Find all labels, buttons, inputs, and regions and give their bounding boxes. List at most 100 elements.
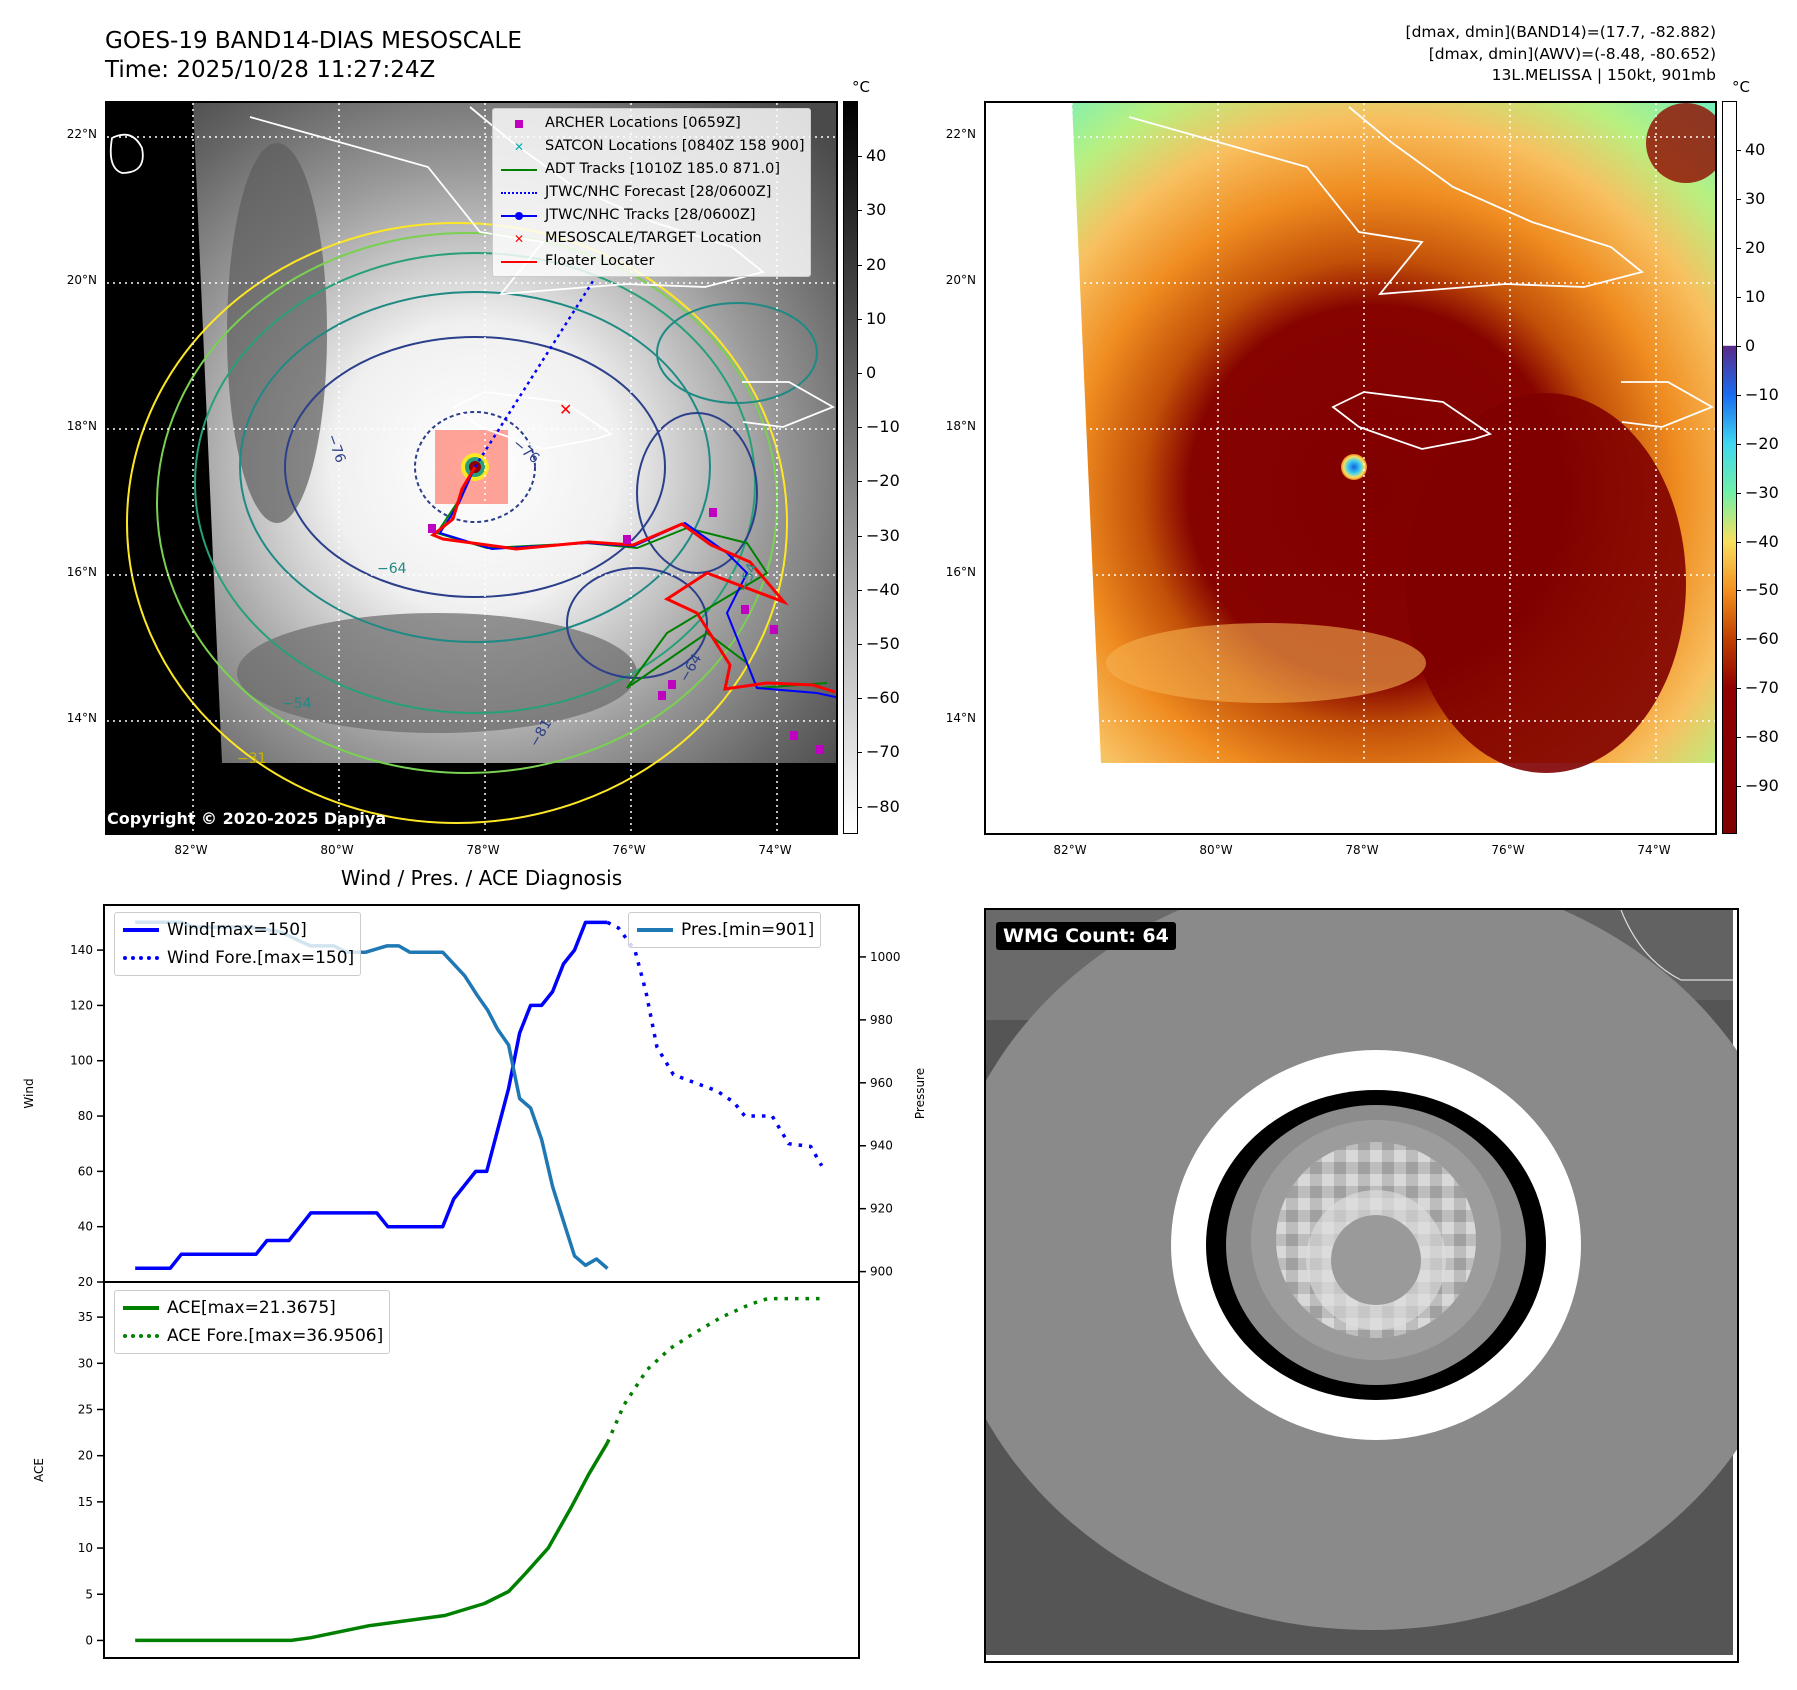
lon-label: 80°W (1199, 843, 1233, 857)
tick-label: 960 (870, 1076, 893, 1090)
wind-fore-legend-label: Wind Fore.[max=150] (167, 948, 355, 968)
ir-contour-map: ✕ −76 −76 −64 −54 −81 −64 −54 −31 ARCHER… (105, 101, 838, 835)
color-ir-map (984, 101, 1717, 835)
series-aceline (135, 1441, 610, 1643)
lon-label: 78°W (1345, 843, 1379, 857)
lat-label: 14°N (66, 711, 97, 725)
lon-label: 74°W (1637, 843, 1671, 857)
tick-label: 25 (78, 1402, 93, 1416)
lat-label: 14°N (945, 711, 976, 725)
colorbar-tick-label: −20 (1736, 433, 1779, 453)
tick-label: 80 (78, 1109, 93, 1123)
ace-legend-label: ACE[max=21.3675] (167, 1298, 336, 1318)
lat-label: 22°N (66, 127, 97, 141)
colorbar-tick-label: −40 (857, 579, 900, 599)
tick-label: 920 (870, 1202, 893, 1216)
target-marker: ✕ (559, 400, 572, 419)
lon-label: 76°W (612, 843, 646, 857)
floater-track (430, 466, 836, 694)
timestamp: Time: 2025/10/28 11:27:24Z (105, 57, 436, 83)
colorbar-tick-label: −40 (1736, 531, 1779, 551)
series-windline (135, 920, 608, 1270)
ace-fore-legend-label: ACE Fore.[max=36.9506] (167, 1326, 384, 1346)
pressure-axis-label: Pressure (913, 1068, 927, 1119)
tick-label: 60 (78, 1164, 93, 1178)
wmg-count-badge: WMG Count: 64 (996, 922, 1176, 950)
lat-label: 20°N (945, 273, 976, 287)
legend-adt: ADT Tracks [1010Z 185.0 871.0] (499, 158, 804, 181)
tick-label: 15 (78, 1495, 93, 1509)
colorbar-tick-label: −80 (1736, 727, 1779, 747)
grid-lines (107, 103, 836, 833)
tick-label: 35 (78, 1310, 93, 1324)
colorbar-tick-label: −50 (857, 634, 900, 654)
x-marker-icon: ✕ (513, 231, 525, 246)
pres-legend: Pres.[min=901] (628, 912, 822, 948)
dotted-line-icon (121, 1329, 161, 1343)
colorbar-tick-label: −90 (1736, 776, 1779, 796)
storm-eye (1341, 454, 1367, 480)
band14-range: [dmax, dmin](BAND14)=(17.7, -82.882) (1405, 23, 1716, 41)
color-colorbar (1722, 101, 1737, 834)
forecast-track (473, 277, 597, 468)
colorbar-tick-label: 20 (856, 254, 887, 274)
solid-line-icon (121, 923, 161, 937)
tick-label: 1000 (870, 950, 901, 964)
lon-label: 76°W (1491, 843, 1525, 857)
diagnosis-title: Wind / Pres. / ACE Diagnosis (340, 866, 623, 890)
line-dot-icon (499, 209, 539, 223)
lat-label: 18°N (945, 419, 976, 433)
lat-label: 20°N (66, 273, 97, 287)
archer-markers (428, 508, 824, 754)
lat-label: 16°N (66, 565, 97, 579)
contour-label: −31 (237, 751, 267, 767)
tick-label: 5 (85, 1587, 93, 1601)
diagnosis-chart: 20 40 60 80 100 120 140 900 920 940 960 980 1000 0 5 10… (22, 904, 927, 1659)
awv-range: [dmax, dmin](AWV)=(-8.48, -80.652) (1428, 44, 1716, 63)
lon-label: 74°W (758, 843, 792, 857)
colorbar-tick-label: 10 (1735, 287, 1766, 307)
legend-archer: ARCHER Locations [0659Z] (499, 112, 804, 135)
coastlines (1128, 106, 1715, 450)
line-icon (499, 255, 539, 269)
colorbar-tick-label: −70 (857, 742, 900, 762)
solid-line-icon (635, 923, 675, 937)
wind-legend: Wind[max=150] Wind Fore.[max=150] (114, 912, 362, 976)
tick-label: 30 (78, 1356, 93, 1370)
colorbar-tick-label: −10 (857, 417, 900, 437)
colorbar-tick-label: −50 (1736, 580, 1779, 600)
colorbar-tick-label: 40 (1735, 140, 1766, 160)
colorbar-tick-label: −70 (1736, 678, 1779, 698)
legend-satcon: ✕ SATCON Locations [0840Z 158 900] (499, 135, 805, 158)
tick-label: 20 (78, 1275, 93, 1289)
storm-info: [dmax, dmin](BAND14)=(17.7, -82.882) [dm… (1406, 22, 1716, 87)
tick-label: 20 (78, 1449, 93, 1463)
solid-line-icon (121, 1301, 161, 1315)
figure-title: GOES-19 BAND14-DIAS MESOSCALE Time: 2025… (105, 27, 522, 85)
lon-label: 80°W (320, 843, 354, 857)
map-legend: ARCHER Locations [0659Z] ✕ SATCON Locatio… (492, 108, 812, 277)
copyright: Copyright © 2020-2025 Dapiya (107, 809, 387, 828)
tick-label: 0 (85, 1633, 93, 1647)
tick-label: 120 (70, 998, 93, 1012)
pres-legend-label: Pres.[min=901] (681, 920, 815, 940)
x-marker-icon: ✕ (513, 139, 525, 154)
tick-label: 40 (78, 1220, 93, 1234)
colorbar-tick-label: −60 (857, 688, 900, 708)
colorbar-tick-label: 0 (856, 363, 877, 383)
colorbar-tick-label: −30 (857, 525, 900, 545)
colorbar-tick-label: −20 (857, 471, 900, 491)
lat-label: 16°N (945, 565, 976, 579)
legend-forecast: JTWC/NHC Forecast [28/0600Z] (499, 181, 804, 204)
ace-plot-frame (103, 1281, 860, 1659)
line-icon (499, 163, 539, 177)
colorbar-tick-label: −10 (1736, 384, 1779, 404)
contour-label: −54 (282, 696, 312, 712)
lon-label: 78°W (466, 843, 500, 857)
tick-label: 900 (870, 1265, 893, 1279)
contours (126, 222, 818, 824)
dotted-line-icon (121, 951, 161, 965)
colorbar-tick-label: 40 (856, 146, 887, 166)
colorbar1-unit: °C (852, 78, 870, 96)
colorbar-tick-label: −60 (1736, 629, 1779, 649)
